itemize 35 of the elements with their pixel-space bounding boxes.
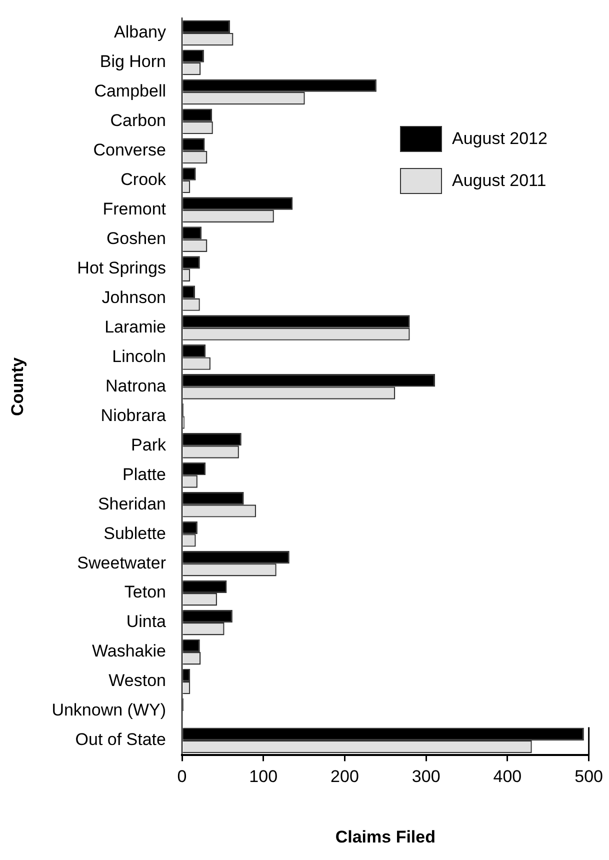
y-tick-label: Big Horn [100,52,166,72]
x-tick-label: 0 [177,767,187,786]
y-tick-label: Park [131,435,166,454]
y-tick-label: Niobrara [100,406,167,425]
legend-label: August 2011 [452,171,546,191]
x-axis-title: Claims Filed [335,827,436,846]
x-tick-label: 400 [493,767,522,786]
legend-label: August 2012 [452,129,548,149]
y-tick-label: Sheridan [98,494,166,514]
x-tick-label: 100 [249,767,278,786]
y-tick-label: Out of State [75,730,166,750]
y-tick-label: Uinta [126,612,167,632]
y-axis-title: County [8,356,27,416]
y-tick-label: Fremont [102,200,166,219]
y-tick-label: Laramie [104,317,166,336]
y-tick-label: Unknown (WY) [52,700,166,720]
y-tick-label: Natrona [106,376,167,396]
x-tick-label: 300 [412,767,440,786]
y-tick-label: Converse [93,140,166,160]
y-tick-label: Johnson [102,288,166,307]
y-tick-label: Sublette [104,524,166,543]
y-tick-label: Sweetwater [77,553,166,572]
y-tick-label: Goshen [106,228,166,248]
y-tick-label: Albany [114,22,166,42]
y-tick-label: Hot Springs [77,258,166,278]
y-tick-label: Weston [108,671,166,690]
y-tick-label: Lincoln [112,346,166,366]
y-tick-label: Platte [122,464,166,484]
x-tick-label: 200 [330,767,359,786]
y-tick-label: Campbell [94,82,166,101]
x-tick-label: 500 [574,767,604,786]
y-tick-label: Crook [120,170,166,190]
y-tick-label: Teton [124,582,166,602]
y-tick-label: Washakie [92,642,166,661]
y-tick-label: Carbon [110,111,166,130]
